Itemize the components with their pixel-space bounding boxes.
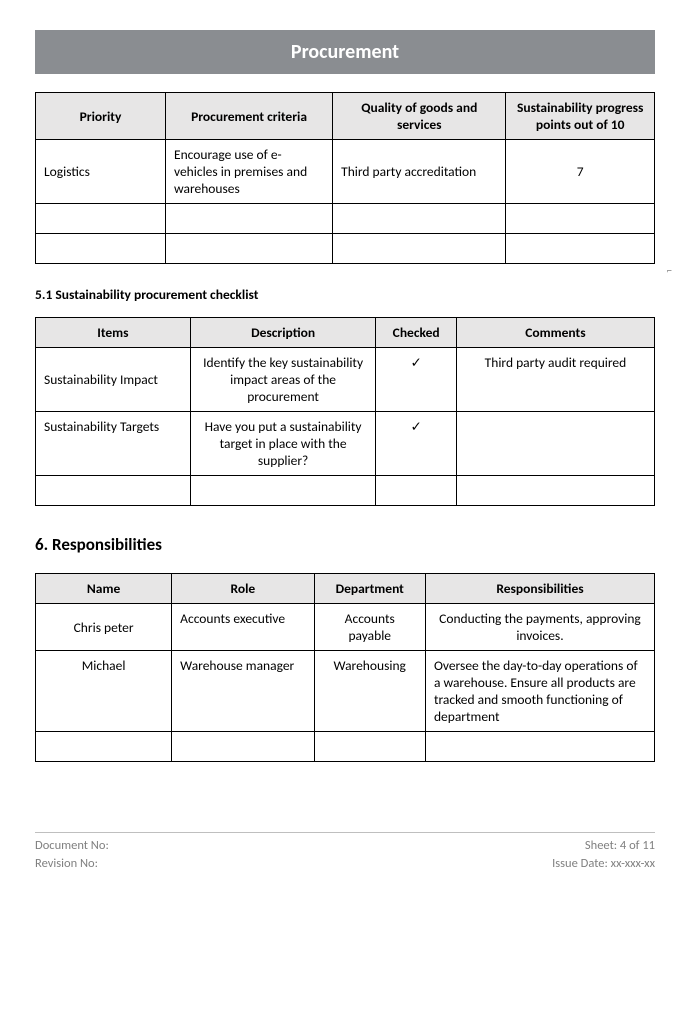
cell-points: 7: [506, 140, 655, 204]
table-header-row: Name Role Department Responsibilities: [36, 574, 655, 604]
col-points: Sustainability progress points out of 10: [506, 93, 655, 140]
col-role: Role: [172, 574, 314, 604]
cell-role: Accounts executive: [172, 604, 314, 651]
table-row: Sustainability Impact Identify the key s…: [36, 348, 655, 412]
table-row: Logistics Encourage use of e-vehicles in…: [36, 140, 655, 204]
footer-left: Document No: Revision No:: [35, 837, 109, 872]
cell-dept: Warehousing: [314, 651, 425, 732]
col-criteria: Procurement criteria: [165, 93, 332, 140]
table-row-empty: [36, 476, 655, 506]
cell-name: Michael: [36, 651, 172, 732]
banner-title: Procurement: [35, 30, 655, 74]
footer-doc-no: Document No:: [35, 837, 109, 855]
cell-priority: Logistics: [36, 140, 166, 204]
table-header-row: Items Description Checked Comments: [36, 318, 655, 348]
table-row: Chris peter Accounts executive Accounts …: [36, 604, 655, 651]
col-priority: Priority: [36, 93, 166, 140]
cell-item: Sustainability Targets: [36, 412, 191, 476]
responsibilities-table: Name Role Department Responsibilities Ch…: [35, 573, 655, 762]
col-name: Name: [36, 574, 172, 604]
cell-checked: ✓: [376, 348, 456, 412]
cell-name: Chris peter: [36, 604, 172, 651]
corner-mark-icon: ⌐: [667, 264, 672, 277]
table-row-empty: [36, 732, 655, 762]
col-comments: Comments: [456, 318, 654, 348]
col-department: Department: [314, 574, 425, 604]
footer-rev-no: Revision No:: [35, 855, 109, 873]
section-6-heading: 6. Responsibilities: [35, 534, 655, 555]
cell-quality: Third party accreditation: [333, 140, 506, 204]
col-items: Items: [36, 318, 191, 348]
cell-comments: [456, 412, 654, 476]
table-row: Sustainability Targets Have you put a su…: [36, 412, 655, 476]
table-row-empty: [36, 234, 655, 264]
page-footer: Document No: Revision No: Sheet: 4 of 11…: [35, 832, 655, 872]
cell-role: Warehouse manager: [172, 651, 314, 732]
cell-comments: Third party audit required: [456, 348, 654, 412]
footer-right: Sheet: 4 of 11 Issue Date: xx-xxx-xx: [552, 837, 655, 872]
procurement-table: Priority Procurement criteria Quality of…: [35, 92, 655, 264]
table-row: Michael Warehouse manager Warehousing Ov…: [36, 651, 655, 732]
page: Procurement Priority Procurement criteri…: [0, 0, 690, 1025]
col-description: Description: [190, 318, 376, 348]
section-5-1-label: 5.1 Sustainability procurement checklist: [35, 286, 655, 303]
checklist-table: Items Description Checked Comments Susta…: [35, 317, 655, 506]
cell-criteria: Encourage use of e-vehicles in premises …: [165, 140, 332, 204]
table-row-empty: [36, 204, 655, 234]
cell-desc: Have you put a sustainability target in …: [190, 412, 376, 476]
cell-desc: Identify the key sustainability impact a…: [190, 348, 376, 412]
cell-resp: Oversee the day-to-day operations of a w…: [425, 651, 654, 732]
footer-sheet: Sheet: 4 of 11: [552, 837, 655, 855]
cell-dept: Accounts payable: [314, 604, 425, 651]
col-quality: Quality of goods and services: [333, 93, 506, 140]
table-header-row: Priority Procurement criteria Quality of…: [36, 93, 655, 140]
cell-item: Sustainability Impact: [36, 348, 191, 412]
col-checked: Checked: [376, 318, 456, 348]
col-responsibilities: Responsibilities: [425, 574, 654, 604]
footer-issue-date: Issue Date: xx-xxx-xx: [552, 855, 655, 873]
cell-resp: Conducting the payments, approving invoi…: [425, 604, 654, 651]
cell-checked: ✓: [376, 412, 456, 476]
